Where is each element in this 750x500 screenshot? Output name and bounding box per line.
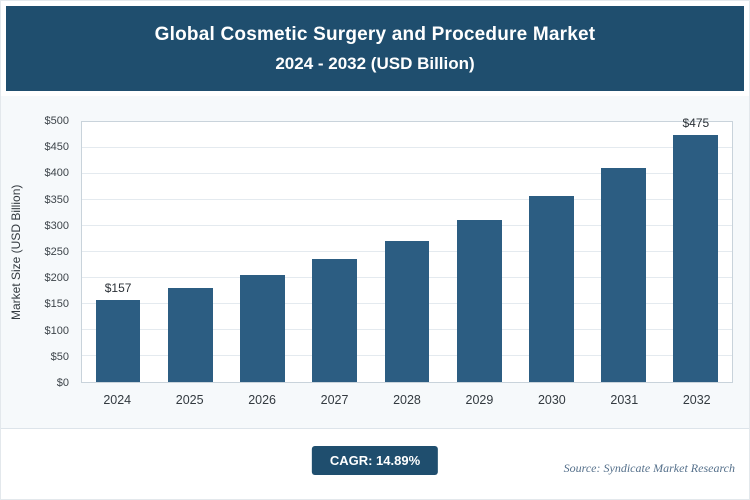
y-tick-label: $100	[44, 324, 69, 337]
y-tick-label: $450	[44, 141, 69, 154]
chart-header: Global Cosmetic Surgery and Procedure Ma…	[6, 6, 744, 91]
source-text: Source: Syndicate Market Research	[563, 461, 735, 475]
cagr-badge: CAGR: 14.89%	[311, 446, 439, 475]
y-tick-label: $0	[56, 377, 69, 389]
y-tick-label: $250	[44, 246, 69, 258]
bar-slot	[371, 122, 443, 382]
y-tick-label: $300	[44, 219, 69, 232]
bar-2032: $475	[673, 116, 719, 382]
x-tick-label: 2025	[175, 393, 204, 407]
gridline	[82, 173, 732, 174]
bar-2030	[529, 195, 574, 382]
bar-slot: $475	[660, 116, 732, 382]
x-axis-labels: 2024 2025 2026 2027 2028 2029 2030 2031 2032	[81, 389, 733, 411]
x-tick-label: 2027	[320, 393, 349, 407]
x-tick-label: 2024	[103, 393, 132, 407]
bar-slot: $157	[82, 122, 154, 382]
bar-slot	[226, 122, 298, 382]
gridline	[82, 199, 732, 200]
plot-area: $157 $475	[81, 116, 733, 383]
chart-footer: CAGR: 14.89% Source: Syndicate Market Re…	[1, 428, 749, 499]
x-tick-label: 2026	[248, 393, 276, 407]
bar-value-label: $475	[682, 116, 710, 130]
gridline	[82, 147, 732, 148]
bar-2024: $157	[95, 281, 141, 382]
bar-slot	[588, 122, 660, 382]
y-tick-label: $200	[44, 272, 69, 285]
bar-2031	[601, 167, 647, 382]
bar-2028	[384, 240, 430, 382]
y-axis-title: Market Size (USD Billion)	[9, 184, 23, 320]
y-tick-label: $150	[44, 298, 69, 311]
y-tick-label: $500	[44, 115, 69, 127]
y-axis-tick-labels: $0 $50 $100 $150 $200 $250 $300 $350 $400 $450 $50…	[35, 115, 75, 389]
bar-2025	[167, 288, 213, 382]
bar-slot	[299, 122, 371, 382]
x-tick-label: 2028	[393, 393, 421, 407]
bar-value-label: $157	[104, 281, 132, 296]
bar-series: $157 $475	[82, 116, 732, 382]
gridline	[82, 225, 732, 226]
chart-subtitle: 2024 - 2032 (USD Billion)	[275, 53, 475, 73]
x-tick-label: 2031	[610, 393, 639, 407]
y-tick-label: $50	[50, 350, 69, 363]
chart-title: Global Cosmetic Surgery and Procedure Ma…	[154, 23, 596, 45]
bar-2027	[312, 258, 358, 382]
y-tick-label: $400	[44, 167, 69, 180]
bar-slot	[443, 122, 515, 382]
x-tick-label: 2029	[465, 393, 494, 407]
x-tick-label: 2030	[537, 393, 566, 407]
bar-2026	[240, 274, 285, 382]
x-tick-label: 2032	[682, 393, 711, 407]
y-tick-label: $350	[44, 193, 69, 206]
bar-2029	[456, 219, 502, 382]
bar-slot	[154, 122, 226, 382]
chart-area: Market Size (USD Billion) $0 $50 $100 $150 $…	[1, 96, 749, 431]
bar-slot	[515, 122, 587, 382]
